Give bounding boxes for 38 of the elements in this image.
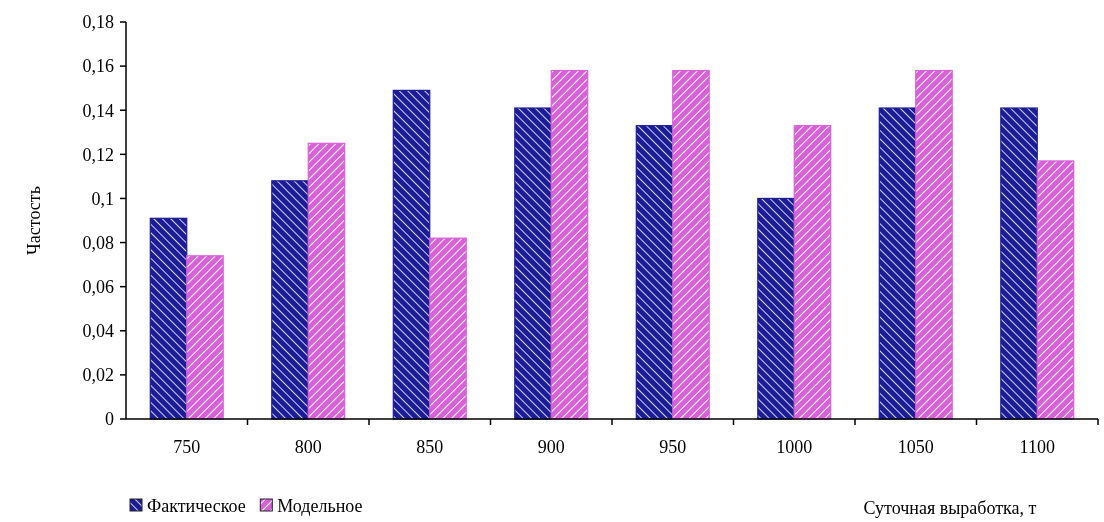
x-tick-label: 800 [294, 437, 322, 457]
y-tick-label: 0,16 [82, 56, 114, 77]
bar [1000, 107, 1038, 420]
x-tick-label: 950 [659, 437, 687, 457]
y-tick-label: 0,12 [82, 144, 114, 165]
y-tick-label: 0 [105, 409, 114, 430]
x-axis-title: Суточная выработка, т [863, 498, 1037, 518]
bar [392, 89, 431, 420]
bar [915, 69, 953, 420]
bar [757, 197, 795, 420]
legend-label: Фактическое [147, 496, 246, 516]
x-tick-label: 1100 [1019, 437, 1055, 457]
bar [793, 125, 832, 420]
y-tick-label: 0,14 [82, 100, 114, 121]
x-tick-label: 900 [537, 437, 565, 457]
bar [514, 107, 552, 420]
bar [635, 125, 674, 420]
bar [878, 107, 917, 420]
x-tick-label: 750 [173, 437, 201, 457]
x-tick-label: 1000 [776, 437, 813, 457]
bar [550, 69, 589, 420]
y-tick-label: 0,18 [82, 12, 114, 33]
x-tick-label: 1050 [897, 437, 934, 457]
y-tick-label: 0,08 [82, 232, 114, 253]
bar [672, 69, 710, 420]
x-tick-label: 850 [416, 437, 444, 457]
bar [186, 255, 224, 420]
bar [307, 142, 346, 420]
y-tick-label: 0,1 [91, 188, 114, 209]
y-tick-label: 0,02 [82, 365, 114, 386]
legend-label: Модельное [277, 496, 363, 516]
bar [1036, 160, 1075, 420]
bar [149, 217, 188, 420]
bar [271, 180, 309, 420]
y-tick-label: 0,04 [82, 321, 114, 342]
y-axis-title: Частость [24, 186, 44, 255]
y-tick-label: 0,06 [82, 276, 114, 297]
bar [429, 237, 467, 420]
